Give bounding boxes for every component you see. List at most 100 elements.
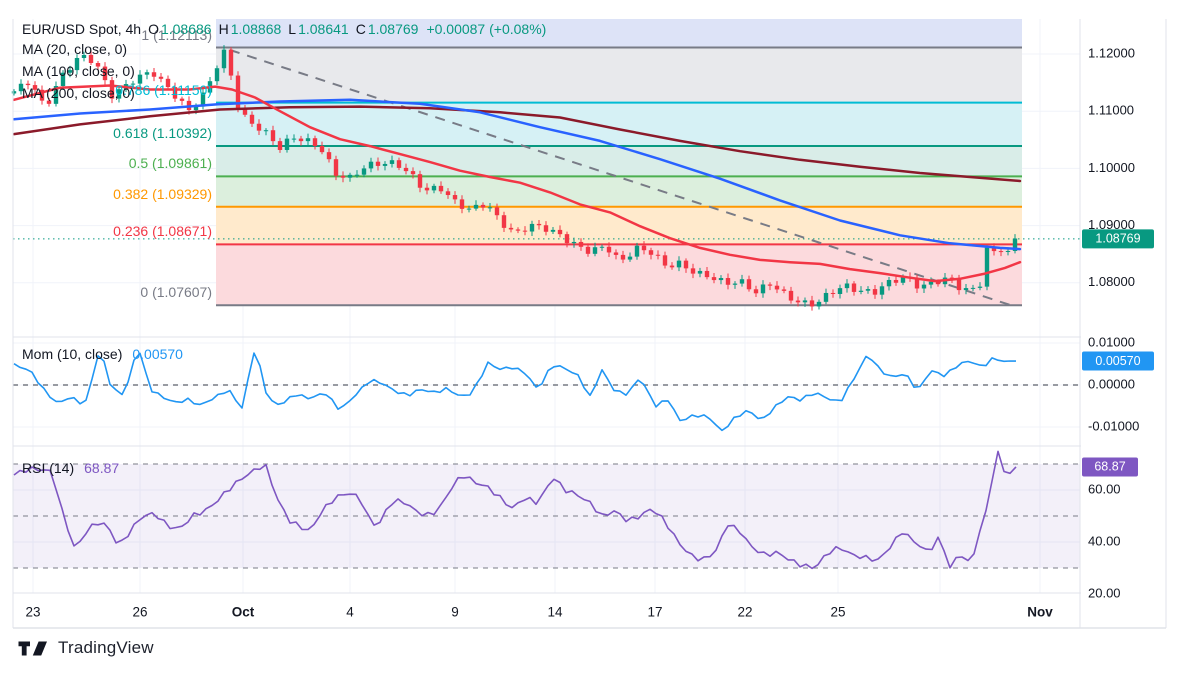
candle-body bbox=[1005, 250, 1011, 252]
candle-body bbox=[662, 255, 668, 266]
candle-body bbox=[914, 278, 920, 289]
rsi-pane[interactable] bbox=[13, 446, 1080, 593]
rsi-value: 68.87 bbox=[84, 460, 120, 476]
tradingview-logo-text: TradingView bbox=[58, 638, 154, 657]
momentum-value-badge: 0.00570 bbox=[1082, 351, 1154, 371]
candle-body bbox=[508, 227, 514, 230]
candle-body bbox=[284, 138, 290, 150]
candle-body bbox=[480, 204, 486, 208]
candle-body bbox=[928, 281, 934, 285]
candle-body bbox=[970, 287, 976, 289]
fib-extension-band bbox=[216, 19, 1022, 48]
candle-body bbox=[368, 161, 374, 169]
time-tick: Oct bbox=[232, 605, 255, 620]
candle-body bbox=[949, 277, 955, 279]
candle-body bbox=[704, 270, 710, 278]
time-axis-labels: 23 26 Oct 4 9 14 17 22 25 Nov bbox=[25, 605, 1053, 620]
candle-body bbox=[781, 289, 787, 291]
ma200-line bbox=[12, 105, 1022, 183]
candle-body bbox=[403, 167, 409, 172]
candle-body bbox=[767, 284, 773, 286]
candle-body bbox=[669, 265, 675, 268]
candle-body bbox=[466, 208, 472, 210]
candle-body bbox=[102, 66, 108, 81]
candle-body bbox=[67, 70, 73, 73]
candle-body bbox=[578, 241, 584, 247]
candles bbox=[11, 45, 1018, 311]
fib-label-0.5: 0.5 (1.09861) bbox=[128, 155, 212, 172]
legend-momentum[interactable]: Mom (10, close) 0.00570 bbox=[22, 346, 183, 362]
rsi-tick: 40.00 bbox=[1088, 533, 1121, 548]
rsi-tick: 20.00 bbox=[1088, 585, 1121, 600]
candle-body bbox=[879, 286, 885, 295]
candle-body bbox=[214, 68, 220, 82]
symbol-legend[interactable]: EUR/USD Spot, 4h O 1.08686 H 1.08868 L 1.08641… bbox=[22, 21, 546, 37]
candle-body bbox=[795, 300, 801, 303]
legend-ma200[interactable]: MA (200, close, 0) bbox=[22, 85, 135, 101]
momentum-label: Mom (10, close) bbox=[22, 346, 123, 362]
candle-body bbox=[606, 246, 612, 253]
candle-body bbox=[634, 245, 640, 257]
trendline[interactable] bbox=[229, 49, 1015, 308]
candle-body bbox=[361, 168, 367, 175]
fib-label-1: 1 (1.12113) bbox=[141, 26, 212, 43]
candle-body bbox=[46, 100, 52, 104]
candle-body bbox=[816, 301, 822, 307]
time-tick: Nov bbox=[1027, 605, 1053, 620]
candle-body bbox=[711, 277, 717, 281]
candle-body bbox=[998, 251, 1004, 253]
svg-text:68.87: 68.87 bbox=[1094, 460, 1125, 474]
candle-body bbox=[32, 85, 38, 90]
candle-body bbox=[424, 187, 430, 191]
candle-body bbox=[193, 106, 199, 111]
candle-body bbox=[991, 247, 997, 252]
ma100-line bbox=[12, 98, 1022, 251]
candle-body bbox=[18, 83, 24, 92]
price-axis[interactable] bbox=[1080, 19, 1178, 628]
ohlc-letter: C bbox=[355, 21, 366, 37]
candle-body bbox=[865, 289, 871, 291]
candle-body bbox=[319, 145, 325, 153]
candle-body bbox=[109, 80, 115, 99]
candle-body bbox=[242, 108, 248, 115]
fib-band bbox=[216, 206, 1022, 245]
ohlc-values: O 1.08686 H 1.08868 L 1.08641 C 1.08769 bbox=[141, 21, 418, 37]
candle-body bbox=[221, 49, 227, 69]
fib-retracement[interactable] bbox=[216, 19, 1022, 307]
ma100-label: MA (100, close, 0) bbox=[22, 63, 135, 79]
candle-body bbox=[872, 289, 878, 295]
legend-ma100[interactable]: MA (100, close, 0) bbox=[22, 63, 135, 79]
fib-band bbox=[216, 145, 1022, 177]
candle-body bbox=[830, 292, 836, 294]
time-tick: 14 bbox=[547, 605, 563, 620]
candle-body bbox=[641, 245, 647, 251]
candle-body bbox=[298, 138, 304, 142]
candle-body bbox=[263, 130, 269, 132]
candle-body bbox=[732, 283, 738, 285]
fib-label-0.786: 0.786 (1.11150) bbox=[115, 81, 212, 98]
legend-rsi[interactable]: RSI (14) 68.87 bbox=[22, 460, 119, 476]
tradingview-logo[interactable]: TradingView bbox=[18, 638, 154, 658]
candle-body bbox=[844, 283, 850, 289]
candle-body bbox=[333, 159, 339, 176]
time-axis[interactable] bbox=[13, 596, 1080, 628]
candle-body bbox=[627, 256, 633, 260]
candle-body bbox=[60, 72, 66, 87]
fib-label-0.236: 0.236 (1.08671) bbox=[113, 223, 212, 240]
candle-body bbox=[312, 138, 318, 146]
mom-tick: 0.00000 bbox=[1088, 376, 1135, 391]
candle-body bbox=[655, 254, 661, 256]
price-tick: 1.11000 bbox=[1088, 103, 1134, 118]
change-value: +0.00087 (+0.08%) bbox=[426, 21, 547, 37]
candle-body bbox=[837, 288, 843, 294]
mom-tick: 0.01000 bbox=[1088, 334, 1135, 349]
time-tick: 23 bbox=[25, 605, 40, 620]
candle-body bbox=[256, 123, 262, 131]
svg-text:0.00570: 0.00570 bbox=[1095, 354, 1140, 368]
legend-ma20[interactable]: MA (20, close, 0) bbox=[22, 41, 127, 57]
candle-body bbox=[172, 87, 178, 99]
ma20-label: MA (20, close, 0) bbox=[22, 41, 128, 57]
rsi-tick: 60.00 bbox=[1088, 481, 1121, 496]
